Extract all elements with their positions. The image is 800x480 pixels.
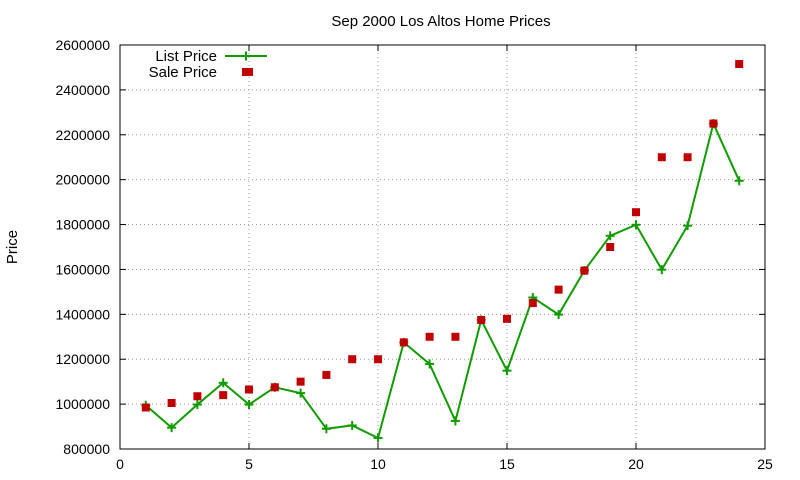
sale-price-point [167,398,176,407]
plot-frame [119,44,766,450]
list-price-point [605,231,615,241]
list-price-point [321,424,331,434]
list-price-point [347,420,357,430]
list-price-point [450,416,460,426]
list-price-point [296,388,306,398]
sale-price-point [554,285,563,294]
x-tick-label: 0 [116,456,124,472]
list-price-point [631,220,641,230]
sale-price-point [270,383,279,392]
y-tick-label: 1600000 [55,261,110,277]
sale-price-point [580,266,589,275]
sale-price-point [141,403,150,412]
list-price-point [373,433,383,443]
sale-price-point [735,60,744,69]
y-tick-label: 2600000 [55,37,110,53]
legend-marker [242,68,250,76]
y-tick-label: 1200000 [55,351,110,367]
sale-price-point [219,391,228,400]
list-price-line [145,120,741,440]
list-price-point [502,366,512,376]
legend-label: List Price [155,48,217,65]
y-axis-label: Price [4,230,21,264]
list-price-point [167,423,177,433]
x-tick-label: 5 [245,456,253,472]
axes: 0 5 10 15 20 25 800000 1000000 1200000 1400000 160… [55,37,773,472]
sale-price-point [193,392,202,401]
y-tick-label: 800000 [63,441,110,457]
sale-price-point [451,332,460,341]
sale-price-point [296,377,305,386]
y-tick-label: 1000000 [55,396,110,412]
x-tick-label: 10 [370,456,386,472]
sale-price-point [245,385,253,394]
legend-marker [241,51,251,61]
sale-price-point [374,355,382,364]
sale-price-point [528,299,537,308]
x-tick-label: 20 [628,456,644,472]
list-price-point [192,400,202,410]
sale-price-point [322,370,331,379]
y-tick-label: 1400000 [55,306,110,322]
list-price-point [244,400,254,410]
grid [120,45,765,449]
chart-title: Sep 2000 Los Altos Home Prices [331,13,550,30]
y-tick-label: 2400000 [55,82,110,98]
y-tick-label: 2000000 [55,172,110,188]
list-price-point [218,378,228,388]
list-price-point [554,310,564,320]
series-1 [141,119,744,443]
legend-label: Sale Price [149,64,217,81]
series [141,60,744,443]
list-price-point [425,359,435,369]
sale-price-point [425,332,434,341]
list-price-point [683,221,693,231]
sale-price-point [657,153,666,162]
list-price-point [657,265,667,275]
list-price-point [734,176,744,186]
x-tick-label: 25 [757,456,773,472]
sale-price-point [683,153,692,162]
sale-price-point [709,119,718,128]
x-tick-label: 15 [499,456,515,472]
sale-price-point [632,208,640,217]
sale-price-point [477,315,486,324]
sale-price-point [606,243,615,251]
sale-price-point [503,314,511,323]
sale-price-point [399,338,408,347]
sale-price-point [348,355,357,364]
y-tick-label: 2200000 [55,127,110,143]
y-tick-label: 1800000 [55,217,110,233]
